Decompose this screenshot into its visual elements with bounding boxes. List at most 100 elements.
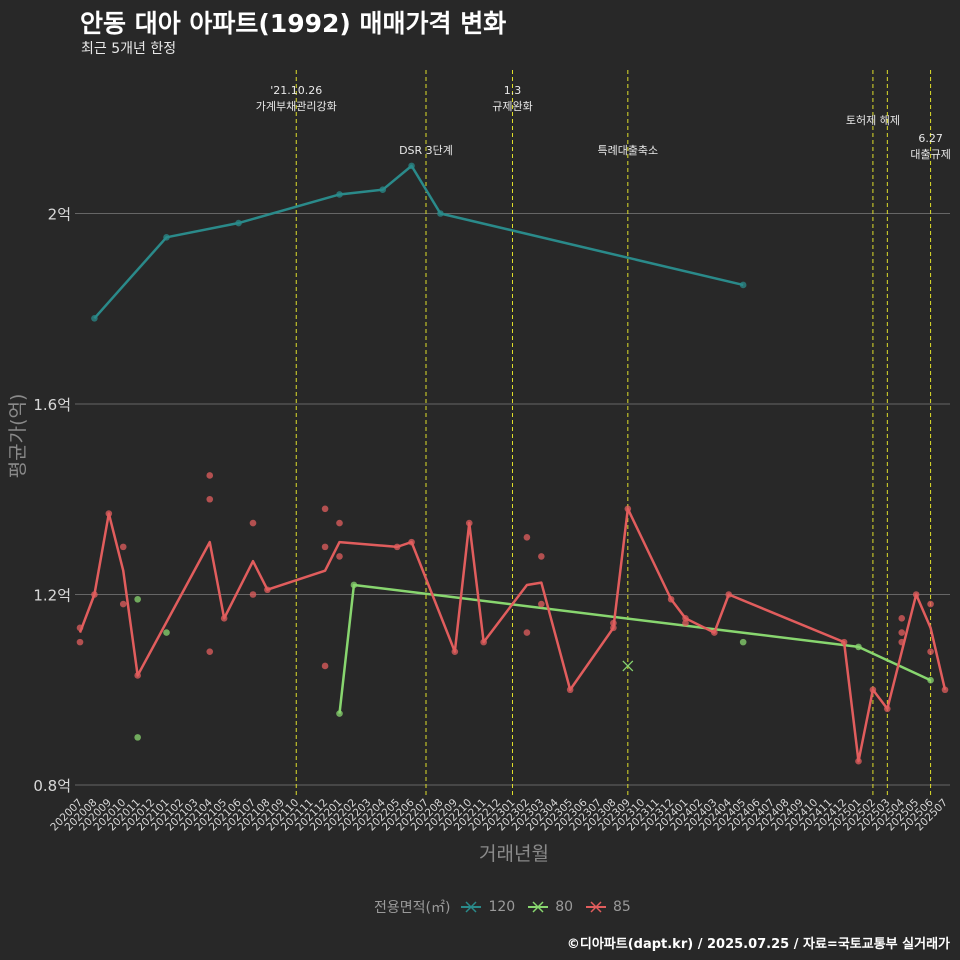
data-point-85 bbox=[725, 591, 733, 598]
legend-swatch-80 bbox=[528, 901, 549, 913]
data-point-120 bbox=[437, 210, 444, 217]
data-point-85 bbox=[711, 629, 718, 636]
data-point-80 bbox=[336, 710, 343, 717]
data-point-85 bbox=[538, 600, 545, 608]
data-point-85 bbox=[927, 600, 934, 608]
data-point-85 bbox=[465, 519, 473, 527]
data-point-120 bbox=[163, 234, 170, 241]
data-point-85 bbox=[134, 672, 141, 679]
event-label: 가계부채관리강화 bbox=[256, 100, 337, 113]
data-point-85 bbox=[105, 510, 113, 517]
data-point-85 bbox=[336, 519, 343, 527]
data-point-120 bbox=[408, 162, 415, 170]
series-line-85 bbox=[78, 507, 947, 763]
data-point-85 bbox=[249, 519, 257, 527]
data-point-80 bbox=[350, 581, 358, 589]
event-label: DSR 3단계 bbox=[399, 144, 453, 157]
data-point-85 bbox=[682, 619, 689, 627]
event-label: 토허제 해제 bbox=[846, 113, 900, 127]
data-point-85 bbox=[898, 629, 906, 636]
data-point-85 bbox=[91, 591, 98, 598]
data-point-85 bbox=[321, 505, 329, 513]
y-tick-labels: 0.8억 1.2억 1.6억 2억 bbox=[33, 206, 71, 796]
data-point-85 bbox=[451, 648, 459, 655]
y-tick-label: 1.2억 bbox=[33, 587, 71, 605]
y-tick-label: 2억 bbox=[48, 206, 71, 224]
data-point-120 bbox=[739, 281, 747, 289]
data-point-120 bbox=[379, 186, 387, 193]
data-point-120 bbox=[336, 191, 343, 198]
event-label: 1.3 bbox=[504, 84, 522, 97]
data-point-85 bbox=[249, 591, 257, 598]
y-tick-label: 0.8억 bbox=[33, 777, 71, 795]
data-point-85 bbox=[206, 648, 214, 655]
series-points bbox=[76, 162, 949, 765]
legend-label-80: 80 bbox=[555, 899, 574, 915]
data-point-85 bbox=[119, 600, 127, 608]
legend-item-85: 85 bbox=[585, 899, 631, 915]
data-point-85 bbox=[523, 534, 531, 541]
data-point-85 bbox=[206, 495, 214, 503]
data-point-80 bbox=[739, 638, 747, 646]
event-label: '21.10.26 bbox=[270, 84, 322, 97]
data-point-85 bbox=[898, 615, 906, 622]
y-axis-label: 평균가(억) bbox=[7, 394, 29, 479]
data-point-85 bbox=[682, 615, 689, 622]
data-point-85 bbox=[393, 543, 401, 551]
event-label: 규제완화 bbox=[492, 100, 532, 113]
data-point-80 bbox=[163, 629, 170, 636]
data-point-85 bbox=[855, 757, 862, 765]
data-point-85 bbox=[610, 624, 617, 632]
data-point-85 bbox=[840, 638, 848, 646]
data-point-80 bbox=[134, 595, 141, 603]
data-point-85 bbox=[119, 543, 127, 551]
legend-label-85: 85 bbox=[613, 899, 631, 915]
x-axis-label: 거래년월 bbox=[479, 843, 549, 865]
series-lines bbox=[78, 164, 947, 763]
data-point-85 bbox=[538, 553, 545, 560]
legend-swatch-120 bbox=[461, 901, 482, 913]
data-point-120 bbox=[91, 314, 98, 322]
data-point-85 bbox=[206, 472, 214, 479]
legend-item-80: 80 bbox=[527, 899, 573, 915]
cross-mark bbox=[622, 660, 634, 672]
data-point-85 bbox=[76, 624, 84, 632]
data-point-85 bbox=[927, 648, 934, 655]
data-point-85 bbox=[220, 615, 228, 622]
legend-item-120: 120 bbox=[460, 899, 515, 915]
data-point-85 bbox=[264, 586, 271, 594]
data-point-80 bbox=[134, 734, 141, 741]
series-line-120 bbox=[93, 164, 744, 320]
series-line-80 bbox=[338, 583, 932, 714]
y-tick-label: 1.6억 bbox=[33, 396, 71, 414]
data-point-85 bbox=[321, 662, 329, 670]
legend-swatch-85 bbox=[586, 901, 607, 913]
chart-title: 안동 대아 아파트(1992) 매매가격 변화 bbox=[80, 9, 507, 38]
data-point-85 bbox=[610, 619, 617, 627]
data-point-85 bbox=[76, 638, 84, 646]
data-point-85 bbox=[912, 591, 920, 598]
data-point-85 bbox=[523, 629, 531, 636]
data-point-85 bbox=[566, 686, 574, 694]
legend-label-120: 120 bbox=[488, 899, 516, 915]
data-point-85 bbox=[667, 595, 675, 603]
x-tick-labels: 2020072020082020092020102020112020122021… bbox=[48, 796, 950, 833]
data-point-80 bbox=[855, 643, 862, 651]
data-point-85 bbox=[321, 543, 329, 551]
chart-subtitle: 최근 5개년 한정 bbox=[81, 41, 177, 57]
data-point-85 bbox=[336, 553, 343, 560]
data-point-85 bbox=[898, 638, 906, 646]
data-point-85 bbox=[480, 638, 487, 646]
data-point-120 bbox=[235, 219, 242, 227]
event-label: 6.27 bbox=[918, 132, 943, 145]
legend-title: 전용면적(㎡) bbox=[374, 900, 451, 916]
data-point-85 bbox=[884, 705, 891, 713]
data-point-80 bbox=[927, 676, 934, 684]
event-label: 특례대출축소 bbox=[597, 144, 658, 157]
data-point-85 bbox=[624, 505, 632, 513]
data-point-85 bbox=[869, 686, 877, 694]
legend: 전용면적(㎡) 120 80 85 bbox=[374, 896, 643, 918]
data-point-85 bbox=[408, 538, 415, 546]
